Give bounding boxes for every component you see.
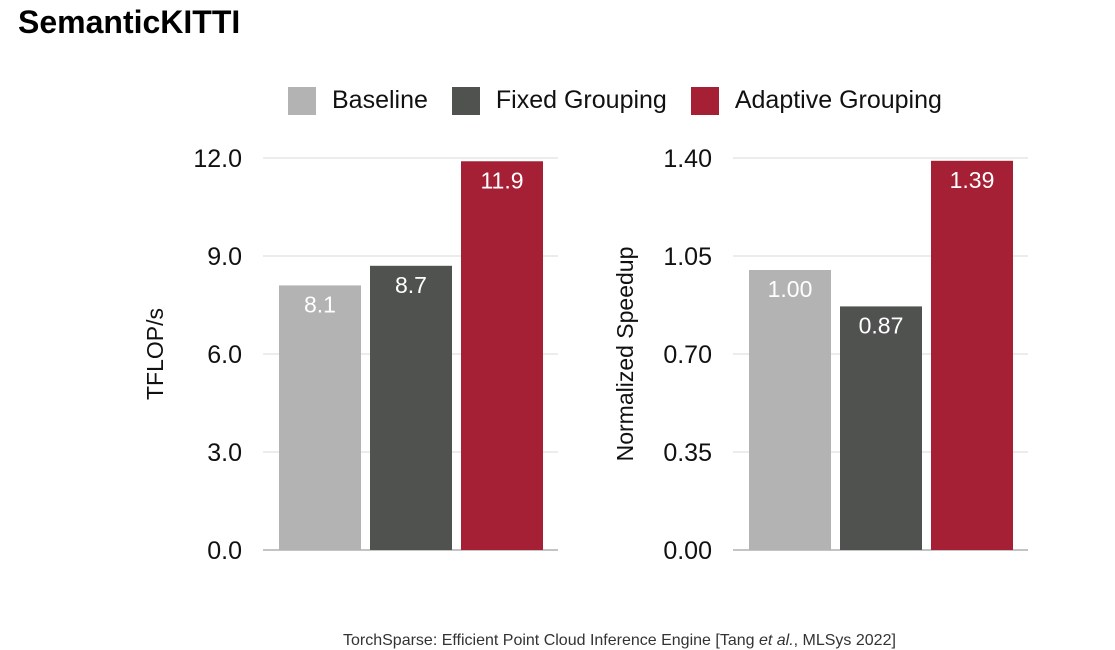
- tflops-bar: [461, 161, 543, 550]
- speedup-bar: [840, 306, 922, 550]
- chart-speedup: 0.00 0.35 0.70 1.05 1.40 Normalized Speedup 1.…: [612, 145, 1028, 565]
- legend-swatch-fixed-grouping: [451, 86, 480, 115]
- citation-italic: et al.: [758, 632, 794, 649]
- legend-swatch-adaptive-grouping: [690, 86, 719, 115]
- legend: Baseline Fixed Grouping Adaptive Groupin…: [288, 86, 966, 115]
- citation-suffix: , MLSys 2022]: [793, 632, 896, 649]
- tflops-y-axis-label: TFLOP/s: [142, 308, 168, 400]
- legend-label-adaptive-grouping: Adaptive Grouping: [734, 86, 942, 114]
- speedup-bar: [931, 160, 1013, 551]
- legend-label-baseline: Baseline: [332, 86, 428, 114]
- tflops-data-label: 8.7: [395, 272, 427, 298]
- speedup-y-tick-label: 0.35: [663, 439, 712, 467]
- tflops-data-label: 11.9: [480, 167, 523, 193]
- speedup-y-tick-label: 1.40: [663, 145, 712, 173]
- legend-item-adaptive-grouping: Adaptive Grouping: [690, 86, 942, 115]
- citation-prefix: TorchSparse: Efficient Point Cloud Infer…: [343, 632, 759, 649]
- tflops-data-label: 8.1: [304, 291, 336, 317]
- legend-label-fixed-grouping: Fixed Grouping: [495, 86, 667, 114]
- tflops-y-tick-label: 3.0: [207, 439, 242, 467]
- legend-item-baseline: Baseline: [288, 86, 428, 115]
- tflops-y-tick-label: 6.0: [207, 341, 242, 369]
- tflops-y-tick-label: 0.0: [207, 537, 242, 565]
- tflops-y-tick-label: 9.0: [207, 243, 242, 271]
- chart-tflops: 0.0 3.0 6.0 9.0 12.0 TFLOP/s 8.1 8.7 11.9: [142, 145, 558, 565]
- speedup-data-label: 0.87: [859, 312, 904, 338]
- speedup-data-label: 1.39: [950, 167, 995, 193]
- speedup-y-tick-label: 0.70: [663, 341, 712, 369]
- speedup-y-axis-label: Normalized Speedup: [612, 247, 638, 462]
- tflops-bar: [370, 265, 452, 550]
- speedup-y-tick-label: 0.00: [663, 537, 712, 565]
- tflops-bar: [279, 285, 361, 550]
- page-title: SemanticKITTI: [18, 4, 241, 40]
- citation-footer: TorchSparse: Efficient Point Cloud Infer…: [343, 632, 896, 650]
- speedup-data-label: 1.00: [768, 276, 813, 302]
- legend-item-fixed-grouping: Fixed Grouping: [451, 86, 667, 115]
- speedup-bar: [749, 270, 831, 550]
- legend-swatch-baseline: [288, 86, 316, 115]
- tflops-y-tick-label: 12.0: [193, 145, 242, 173]
- speedup-y-tick-label: 1.05: [663, 243, 712, 271]
